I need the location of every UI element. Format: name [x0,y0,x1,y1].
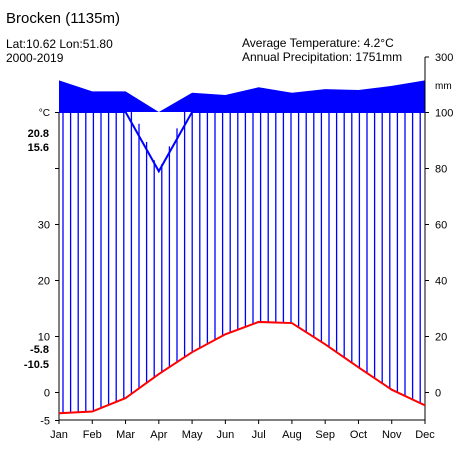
right-tick-label: 100 [435,108,453,120]
right-tick-label: 40 [435,276,447,288]
precipitation-excess-fill [59,80,425,112]
x-tick-label: Jun [216,429,234,441]
x-tick-label: Jul [252,429,266,441]
data-lines [58,111,426,415]
humid-hatching [62,112,421,414]
left-tick-label: 30 [38,220,50,232]
right-tick-label: 0 [435,388,441,400]
right-tick-label: 80 [435,164,447,176]
axis-labels: Jan Feb Mar Apr May Jun Jul Aug Sep Oct Nov Dec -5 0 1… [24,52,453,441]
x-tick-label: Oct [350,429,367,441]
x-tick-label: Aug [282,429,302,441]
x-tick-label: Mar [116,429,135,441]
max-temp-label: 20.8 [28,128,49,140]
x-tick-label: Apr [150,429,167,441]
x-tick-label: May [182,429,203,441]
right-tick-label: 300 [435,52,453,64]
min-temp-label: -5.8 [30,344,49,356]
chart-title: Brocken (1135m) [6,10,120,27]
left-axis-unit: °C [39,108,50,119]
left-tick-label: 0 [44,388,50,400]
x-tick-label: Dec [415,429,435,441]
left-tick-label: -5 [40,416,50,428]
precipitation-excess-area [59,80,425,112]
x-tick-label: Sep [315,429,335,441]
max-temp-label: 15.6 [28,142,49,154]
right-tick-label: 20 [435,332,447,344]
location-label: Lat:10.62 Lon:51.80 [6,37,113,51]
x-tick-label: Jan [50,429,68,441]
left-tick-label: 10 [38,332,50,344]
temperature-line [58,320,426,415]
average-temperature-label: Average Temperature: 4.2°C [242,36,394,50]
annual-precipitation-label: Annual Precipitation: 1751mm [242,50,403,64]
right-axis-unit: mm [435,81,452,92]
chart-axes [55,56,429,424]
right-tick-label: 60 [435,220,447,232]
x-tick-label: Feb [83,429,102,441]
x-tick-label: Nov [382,429,402,441]
min-temp-label: -10.5 [24,359,49,371]
period-label: 2000-2019 [6,51,64,65]
left-tick-label: 20 [38,276,50,288]
precipitation-line [59,111,425,174]
